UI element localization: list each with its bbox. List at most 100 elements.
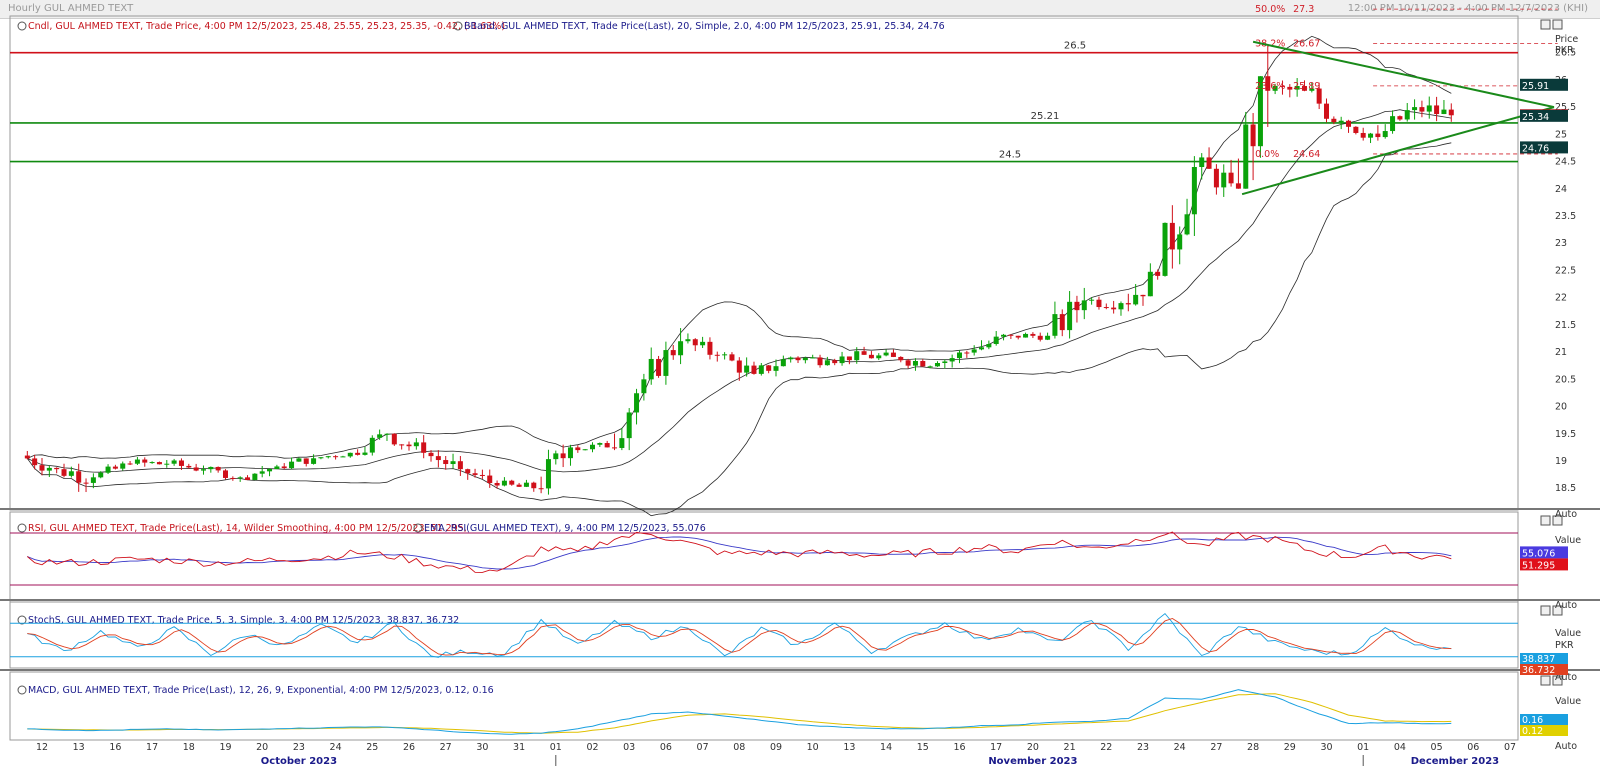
candle <box>1206 157 1212 169</box>
collapse-icon[interactable] <box>453 21 463 31</box>
candle <box>1338 120 1344 123</box>
candle <box>487 475 493 483</box>
candle <box>259 471 265 474</box>
candle <box>612 447 618 449</box>
candle <box>83 482 89 484</box>
auto-scale-label[interactable]: Auto <box>1555 509 1577 520</box>
price-axis-unit: PKR <box>1555 45 1574 56</box>
candle <box>112 466 118 469</box>
candle <box>413 442 419 447</box>
candle <box>1294 86 1300 90</box>
candle <box>200 469 206 471</box>
candle <box>1412 107 1418 111</box>
price-tick-label: 24.5 <box>1555 157 1576 168</box>
fib-value-label: 24.64 <box>1293 149 1320 160</box>
candle <box>296 458 302 462</box>
candle <box>523 482 529 487</box>
candle <box>230 477 236 479</box>
price-tick-label: 24 <box>1555 184 1567 195</box>
candle <box>1243 124 1249 189</box>
candle <box>1346 120 1352 127</box>
candle <box>802 357 808 361</box>
candle <box>1001 334 1007 337</box>
candle <box>634 393 640 413</box>
candle <box>325 456 331 458</box>
candle <box>597 443 603 445</box>
candle <box>1257 76 1263 147</box>
candle <box>1213 168 1219 188</box>
candle <box>164 463 170 465</box>
candle <box>54 467 60 470</box>
x-tick-label: 13 <box>73 742 85 753</box>
candle <box>1309 88 1315 91</box>
candle <box>619 438 625 448</box>
collapse-icon[interactable] <box>17 685 27 695</box>
x-tick-label: 03 <box>623 742 635 753</box>
price-tag-label: 25.34 <box>1522 112 1549 123</box>
candle <box>1177 234 1183 250</box>
price-tag-label: 24.76 <box>1522 143 1549 154</box>
price-tick-label: 22 <box>1555 293 1567 304</box>
candle <box>450 461 456 465</box>
candle <box>1301 86 1307 91</box>
x-tick-label: 30 <box>1320 742 1332 753</box>
price-tick-label: 19 <box>1555 456 1567 467</box>
rsi-legend: RSI, GUL AHMED TEXT, Trade Price(Last), … <box>28 523 467 534</box>
auto-scale-label[interactable]: Auto <box>1555 600 1577 611</box>
month-label: October 2023 <box>261 756 337 767</box>
auto-scale-label[interactable]: Auto <box>1555 672 1577 683</box>
auto-scale-label[interactable]: Auto <box>1555 741 1577 752</box>
stoch-legend: StochS, GUL AHMED TEXT, Trade Price, 5, … <box>28 615 459 626</box>
candle <box>1074 301 1080 311</box>
collapse-icon[interactable] <box>17 615 27 625</box>
candle <box>303 458 309 464</box>
x-tick-label: 26 <box>403 742 415 753</box>
bband-middle <box>27 109 1452 473</box>
level-label: 26.5 <box>1064 41 1086 52</box>
candle <box>883 352 889 356</box>
candle <box>905 360 911 366</box>
stoch-k-tag <box>1520 653 1568 664</box>
candle <box>501 480 507 486</box>
candle <box>912 361 918 366</box>
candle <box>149 462 155 464</box>
stoch-k-label: 38.837 <box>1522 654 1555 665</box>
minimize-icon <box>1540 675 1551 686</box>
candle <box>795 357 801 361</box>
panel-frames <box>0 15 1600 741</box>
candle <box>98 472 104 478</box>
price-tick-label: 20.5 <box>1555 374 1576 385</box>
x-tick-label: 06 <box>660 742 672 753</box>
candle <box>208 466 214 470</box>
close-icon <box>1552 675 1563 686</box>
panel-border <box>9 601 1519 669</box>
candle <box>377 434 383 438</box>
candle <box>105 466 111 473</box>
candle <box>1390 116 1396 132</box>
minimize-icon <box>1540 19 1551 30</box>
candle <box>1184 214 1190 235</box>
candle <box>957 352 962 359</box>
rsi-value-tag <box>1520 558 1568 571</box>
candle <box>340 456 346 458</box>
fib-pct-label: 0.0% <box>1255 149 1279 160</box>
candle <box>267 469 273 472</box>
price-tick-label: 26.5 <box>1555 48 1576 59</box>
collapse-icon[interactable] <box>17 21 27 31</box>
x-tick-label: 14 <box>880 742 892 753</box>
candle <box>1279 85 1285 87</box>
x-tick-label: 13 <box>843 742 855 753</box>
collapse-icon[interactable] <box>17 523 27 533</box>
candle <box>648 358 654 380</box>
candle <box>399 444 405 446</box>
collapse-icon[interactable] <box>413 523 423 533</box>
candle <box>318 457 324 459</box>
candle <box>1067 301 1073 331</box>
candle <box>1221 172 1227 188</box>
x-tick-label: 05 <box>1431 742 1443 753</box>
minimize-icon <box>1540 605 1551 616</box>
x-tick-label: 07 <box>697 742 709 753</box>
candle <box>193 467 199 471</box>
candle <box>39 465 45 471</box>
